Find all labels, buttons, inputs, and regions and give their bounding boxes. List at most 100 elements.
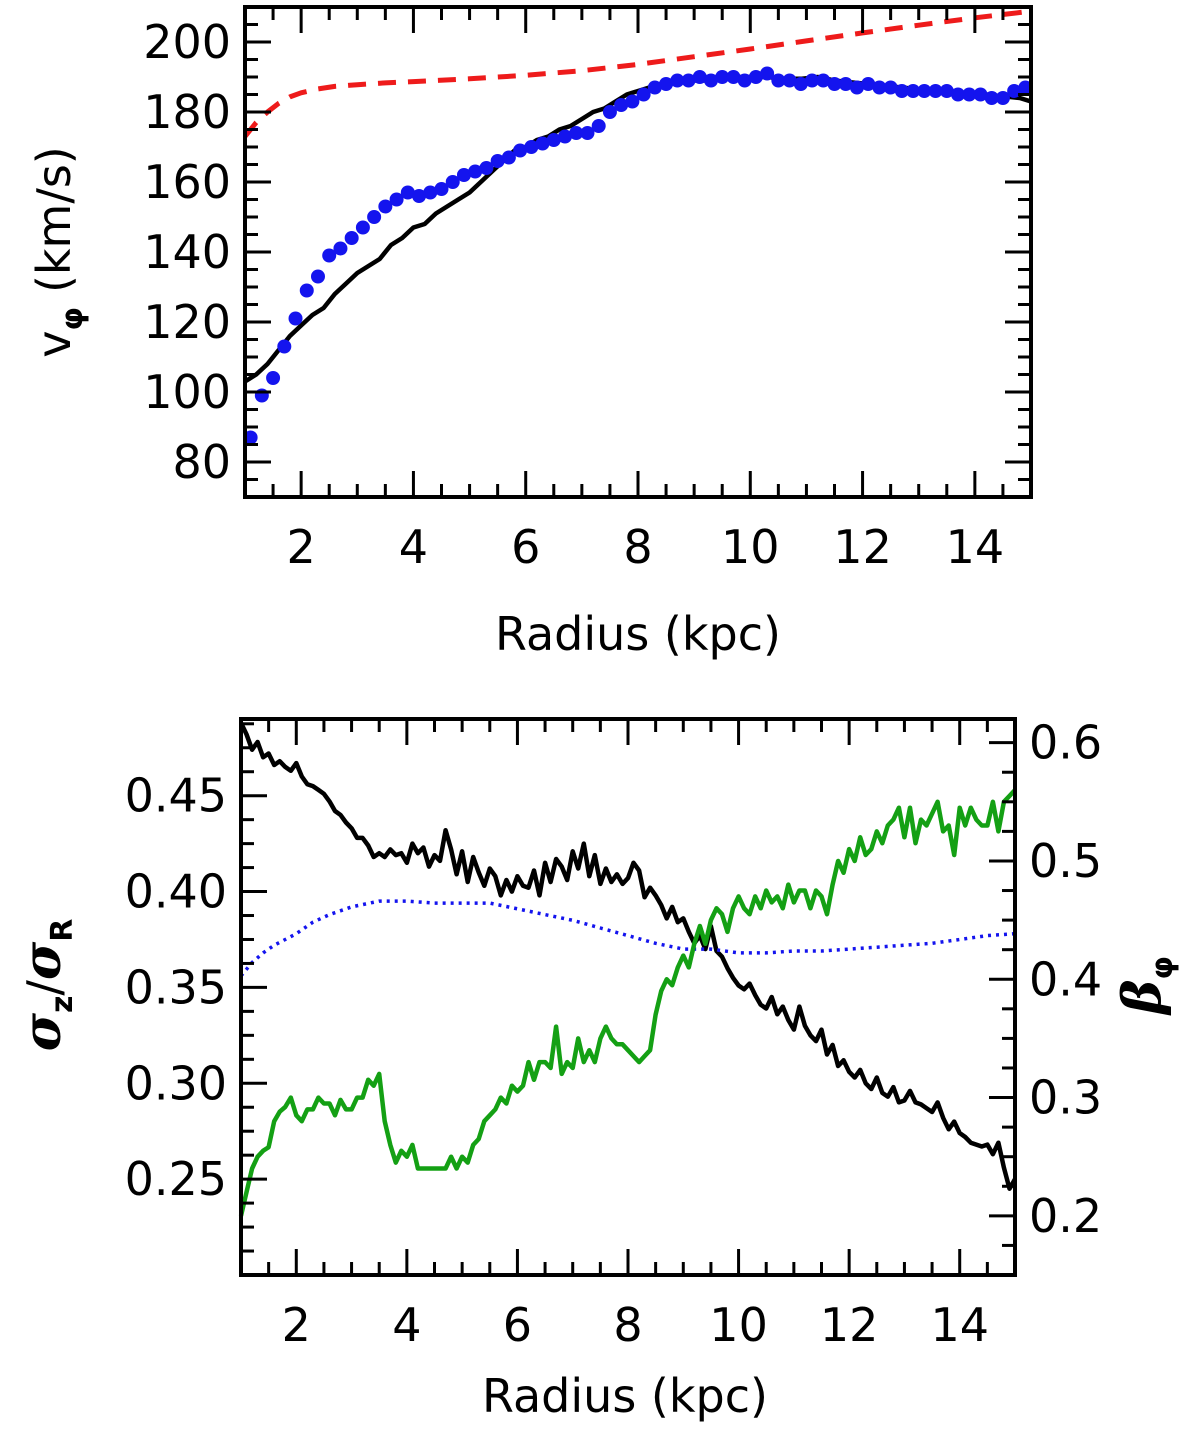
top-data-point: [322, 248, 337, 263]
top-data-point: [277, 339, 292, 354]
top-y-tick-label: 140: [143, 225, 231, 279]
top-data-point: [614, 98, 629, 112]
top-data-point: [771, 73, 786, 88]
top-data-point: [872, 80, 887, 95]
top-data-point: [569, 126, 584, 140]
top-ylabel-symbol: φ: [55, 307, 90, 330]
bottom-solid-line-2: [238, 788, 1017, 1217]
top-data-point: [344, 231, 359, 245]
top-data-point: [782, 73, 797, 88]
bottom-dotted-line-1: [239, 899, 1016, 978]
top-data-point: [816, 73, 831, 88]
bottom-y-tick-label: 0.30: [125, 1056, 227, 1110]
top-data-point: [468, 164, 483, 179]
top-data-point: [266, 371, 281, 385]
top-data-point: [939, 84, 954, 98]
bottom-y-right-tick-label: 0.4: [1029, 952, 1102, 1006]
top-data-point: [793, 77, 808, 91]
top-data-point: [400, 185, 415, 200]
top-x-tick-label: 14: [946, 520, 1005, 574]
bottom-y-right-tick-label: 0.2: [1029, 1189, 1102, 1243]
top-y-tick-label: 200: [143, 15, 231, 69]
top-data-point: [995, 91, 1010, 105]
top-dashed-line-0: [243, 8, 1032, 139]
top-data-point: [861, 77, 876, 91]
top-data-point: [546, 133, 561, 147]
top-plot-frame: [243, 5, 1033, 499]
top-data-point: [299, 283, 314, 298]
top-data-point: [445, 175, 460, 189]
top-data-point: [670, 73, 685, 88]
bottom-series-group: [238, 721, 1017, 1217]
top-data-point: [906, 84, 921, 98]
rotation-curve-panel: 2 4 6 8 10 12 14 80 100 120 140 160 180 200 Radius (k…: [27, 5, 1033, 661]
top-x-tick-label: 6: [511, 520, 540, 574]
top-data-point: [838, 77, 853, 91]
top-data-point: [412, 189, 427, 203]
top-x-tick-label: 4: [399, 520, 428, 574]
bottom-y-right-tick-label: 0.6: [1029, 716, 1102, 770]
bottom-y-right-tick-label: 0.5: [1029, 834, 1102, 888]
top-data-point: [580, 126, 595, 140]
top-data-point: [479, 161, 494, 175]
bottom-right-y-axis-label: βφ: [1112, 956, 1180, 1016]
top-data-point: [849, 80, 864, 95]
top-data-point: [973, 87, 988, 102]
top-y-tick-label: 100: [143, 365, 231, 419]
top-data-point: [726, 70, 741, 84]
top-y-tick-label: 180: [143, 85, 231, 139]
bottom-x-tick-label: 14: [930, 1298, 989, 1352]
top-data-point: [378, 199, 393, 214]
top-data-point: [984, 91, 999, 105]
top-data-point: [917, 84, 932, 98]
top-data-point: [310, 269, 325, 284]
bottom-y-right-tick-label: 0.3: [1029, 1071, 1102, 1125]
top-data-point: [434, 182, 449, 196]
top-data-point: [951, 87, 966, 102]
bottom-y-tick-label: 0.35: [125, 960, 227, 1014]
top-data-point: [558, 129, 573, 144]
beta-subscript: φ: [1145, 956, 1180, 979]
dispersion-panel: 2 4 6 8 10 12 14 0.25 0.30 0.35 0.40 0.45 0.2 0.3 0.4 0…: [12, 716, 1180, 1423]
bottom-plot-frame: [239, 717, 1017, 1277]
bottom-x-tick-label: 2: [282, 1298, 311, 1352]
bottom-x-tick-label: 4: [392, 1298, 421, 1352]
top-data-point: [501, 150, 516, 165]
top-ticks-group: 2 4 6 8 10 12 14 80 100 120 140 160 180 200: [143, 5, 1033, 574]
top-data-point: [625, 94, 640, 109]
svg-text:vφ(km/s): vφ (km/s): [27, 146, 90, 358]
top-data-point: [513, 143, 528, 158]
top-data-point: [367, 210, 382, 224]
top-data-point: [883, 80, 898, 95]
bottom-y-tick-label: 0.25: [125, 1152, 227, 1206]
top-data-point: [243, 430, 258, 445]
bottom-y-tick-label: 0.40: [125, 865, 227, 919]
top-data-point: [703, 73, 718, 88]
top-x-axis-label: Radius (kpc): [495, 607, 781, 661]
sigma-r-subscript: R: [45, 919, 80, 942]
bottom-x-axis-label: Radius (kpc): [482, 1369, 768, 1423]
top-data-point: [760, 66, 775, 81]
sigma-r-symbol: σ: [12, 941, 73, 980]
top-data-point: [423, 185, 438, 200]
bottom-left-y-axis-label: σz/σR: [12, 919, 80, 1052]
top-ylabel-unit: (km/s): [27, 146, 81, 293]
top-data-point: [647, 80, 662, 95]
bottom-x-tick-label: 6: [503, 1298, 532, 1352]
bottom-x-tick-label: 8: [613, 1298, 642, 1352]
top-data-point: [636, 87, 651, 102]
top-data-point: [591, 119, 606, 133]
top-data-point: [737, 73, 752, 88]
svg-text:σz/σR: σz/σR: [12, 919, 80, 1052]
top-data-point: [692, 70, 707, 84]
bottom-ticks-group: 2 4 6 8 10 12 14 0.25 0.30 0.35 0.40 0.45 0.2 0.3 0.4 0…: [125, 716, 1103, 1352]
bottom-y-tick-label: 0.45: [125, 769, 227, 823]
top-data-point: [928, 84, 943, 98]
top-y-tick-label: 80: [172, 435, 231, 489]
top-dots-series: [243, 66, 1033, 445]
top-x-tick-label: 2: [287, 520, 316, 574]
sigma-z-symbol: σ: [12, 1012, 73, 1051]
beta-symbol: β: [1112, 979, 1173, 1016]
top-data-point: [456, 168, 471, 182]
top-data-point: [715, 70, 730, 84]
